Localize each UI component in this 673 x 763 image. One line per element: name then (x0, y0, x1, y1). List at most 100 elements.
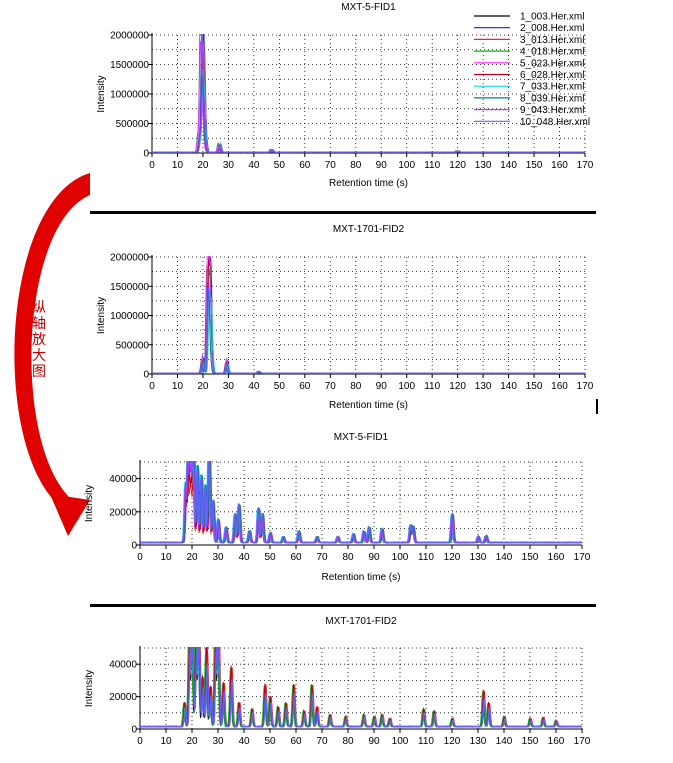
y-tick-label: 500000 (116, 119, 150, 130)
x-tick-label: 140 (496, 552, 513, 563)
series-line (152, 256, 585, 374)
x-tick-label: 0 (137, 552, 143, 563)
x-tick-label: 80 (342, 736, 354, 747)
y-axis-label: Intensity (84, 670, 95, 707)
series-line (152, 295, 585, 374)
y-tick-label: 1500000 (110, 282, 149, 293)
x-tick-label: 100 (392, 552, 409, 563)
y-tick-label: 0 (143, 149, 149, 160)
x-tick-label: 100 (392, 736, 409, 747)
x-tick-label: 50 (264, 552, 276, 563)
x-tick-label: 140 (500, 381, 517, 392)
text-cursor (596, 399, 598, 414)
chart-panel-3: MXT-5-FID1 0 10 20 30 40 50 60 70 80 90 100 110 120 13… (84, 432, 591, 583)
x-tick-label: 70 (325, 381, 337, 392)
legend: 1_003.Her.xml2_008.Her.xml3_013.Her.xml4… (474, 12, 590, 128)
x-tick-label: 160 (548, 736, 565, 747)
y-axis-label: Intensity (84, 485, 95, 522)
x-tick-label: 50 (274, 381, 286, 392)
y-tick-label: 2000000 (110, 253, 149, 264)
x-tick-label: 90 (368, 736, 380, 747)
chart-title: MXT-5-FID1 (334, 432, 389, 443)
zoom-annotation-label: 纵 轴 放 大 图 (30, 300, 48, 380)
x-tick-label: 50 (264, 736, 276, 747)
chart-title: MXT-5-FID1 (341, 2, 396, 13)
x-axis-label: Retention time (s) (322, 572, 401, 583)
x-tick-label: 70 (316, 552, 328, 563)
zoom-arrow-head (50, 494, 90, 536)
x-axis-label: Retention time (s) (329, 178, 408, 189)
x-tick-label: 120 (449, 160, 466, 171)
x-tick-label: 20 (186, 552, 198, 563)
zoom-label-char: 放 (32, 332, 46, 348)
x-tick-label: 110 (418, 736, 434, 747)
y-axis-label: Intensity (96, 75, 107, 112)
x-tick-label: 100 (398, 160, 415, 171)
x-tick-label: 40 (238, 552, 250, 563)
series-line (152, 256, 585, 374)
series-line (152, 288, 585, 374)
series-line (152, 265, 585, 374)
x-tick-label: 20 (186, 736, 198, 747)
x-tick-label: 40 (238, 736, 250, 747)
series-traces (140, 461, 582, 544)
x-tick-label: 40 (248, 381, 260, 392)
x-tick-label: 110 (418, 552, 434, 563)
y-tick-label: 40000 (109, 474, 137, 485)
x-tick-label: 10 (160, 736, 172, 747)
legend-entry-label: 4_018.Her.xml (520, 47, 584, 58)
series-line (140, 647, 582, 728)
x-tick-label: 20 (197, 160, 209, 171)
x-tick-label: 120 (449, 381, 466, 392)
legend-entry-label: 7_033.Her.xml (520, 82, 584, 93)
y-tick-label: 40000 (109, 660, 137, 671)
y-tick-label: 1000000 (110, 90, 149, 101)
y-axis-label: Intensity (96, 297, 107, 334)
x-tick-label: 160 (551, 381, 568, 392)
series-line (152, 34, 585, 153)
x-tick-label: 160 (551, 160, 568, 171)
x-tick-label: 130 (475, 381, 492, 392)
x-tick-label: 140 (496, 736, 513, 747)
x-tick-label: 170 (577, 160, 594, 171)
chart-panel-2: MXT-1701-FID2 0 10 20 30 40 50 60 70 80 90 100 110 12… (96, 224, 594, 411)
x-tick-label: 110 (424, 381, 440, 392)
x-tick-label: 120 (444, 736, 461, 747)
x-tick-label: 80 (342, 552, 354, 563)
chart-title: MXT-1701-FID2 (325, 616, 397, 627)
series-line (152, 258, 585, 374)
y-tick-label: 0 (131, 725, 137, 736)
y-tick-label: 20000 (109, 692, 137, 703)
x-tick-label: 60 (290, 552, 302, 563)
y-tick-label: 500000 (116, 340, 150, 351)
panel-separator (90, 604, 596, 607)
x-tick-label: 170 (574, 552, 591, 563)
x-tick-label: 120 (444, 552, 461, 563)
x-tick-label: 80 (350, 381, 362, 392)
series-line (152, 269, 585, 374)
x-tick-label: 150 (522, 736, 539, 747)
legend-entry-label: 3_013.Her.xml (520, 35, 584, 46)
x-tick-label: 30 (223, 381, 235, 392)
x-tick-label: 10 (160, 552, 172, 563)
zoom-label-char: 图 (32, 364, 46, 380)
zoom-arrow-body (14, 173, 90, 508)
y-tick-label: 2000000 (110, 31, 149, 42)
legend-entry-label: 5_023.Her.xml (520, 58, 584, 69)
x-tick-label: 50 (274, 160, 286, 171)
x-tick-label: 80 (350, 160, 362, 171)
x-tick-label: 130 (470, 552, 487, 563)
x-tick-label: 130 (475, 160, 492, 171)
x-tick-label: 170 (577, 381, 594, 392)
x-tick-label: 140 (500, 160, 517, 171)
x-tick-label: 30 (212, 736, 224, 747)
zoom-label-char: 纵 (32, 300, 46, 316)
chart-title: MXT-1701-FID2 (333, 224, 405, 235)
series-traces (140, 647, 582, 728)
x-tick-label: 20 (197, 381, 209, 392)
legend-entry-label: 1_003.Her.xml (520, 12, 584, 23)
chart-panel-1: MXT-5-FID1 0 10 20 30 40 50 60 70 80 90 100 110 120 13… (96, 2, 594, 189)
legend-entry-label: 2_008.Her.xml (520, 23, 584, 34)
